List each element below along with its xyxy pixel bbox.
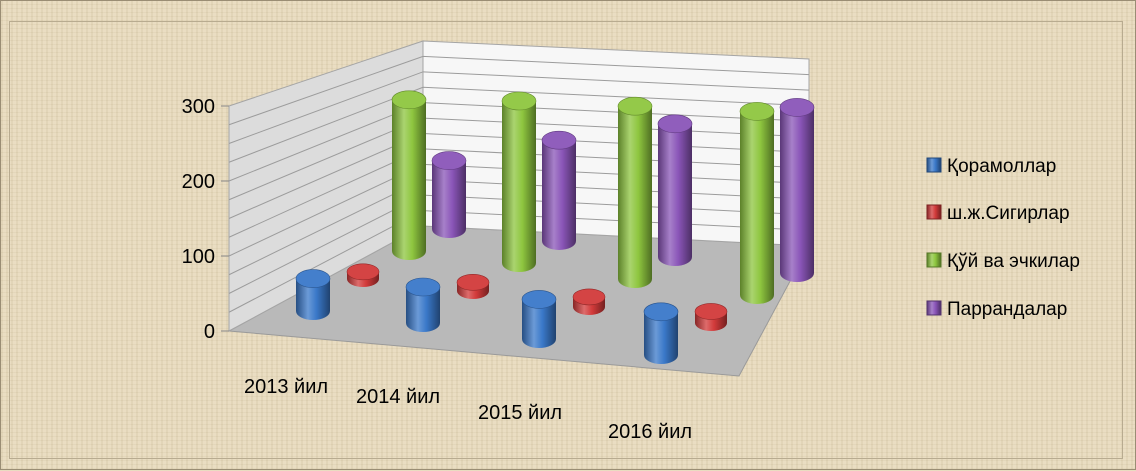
bar-top <box>431 151 467 170</box>
bar <box>521 290 557 348</box>
bar <box>501 91 537 272</box>
bar-body <box>522 299 556 348</box>
bar <box>541 130 577 250</box>
bar-top <box>346 263 380 281</box>
bar <box>391 90 427 260</box>
bar-top <box>779 98 815 117</box>
legend-swatch <box>926 252 942 268</box>
bar <box>643 302 679 364</box>
bar-top <box>391 90 427 110</box>
bar-body <box>296 278 330 320</box>
y-tick-label: 200 <box>182 171 215 193</box>
bar-top <box>405 277 441 297</box>
bar-top <box>694 303 728 320</box>
x-tick-label: 2016 йил <box>608 421 692 443</box>
x-tick-label: 2014 йил <box>356 386 440 408</box>
bar-top <box>456 274 490 291</box>
gridline <box>228 55 810 126</box>
bar-body <box>658 123 692 266</box>
bar <box>779 98 815 283</box>
legend-label: Қўй ва эчкилар <box>947 251 1080 272</box>
bar-body <box>644 311 678 364</box>
bar-top <box>541 130 577 150</box>
bar-top <box>617 96 653 116</box>
gridline <box>228 86 810 163</box>
legend-label: ш.ж.Сигирлар <box>947 203 1070 224</box>
bar-top <box>521 290 557 309</box>
legend-label: Қорамоллар <box>947 156 1056 177</box>
bar-body <box>542 140 576 250</box>
y-tick-label: 100 <box>182 246 215 268</box>
bar <box>405 277 441 332</box>
bar-body <box>740 111 774 305</box>
bar-body <box>780 107 814 283</box>
bar-body <box>502 101 536 272</box>
bar-top <box>739 102 775 121</box>
bar <box>456 274 490 299</box>
bar-top <box>572 288 606 306</box>
bar-top <box>501 91 537 111</box>
bar-body <box>406 287 440 332</box>
bar-top <box>295 269 331 288</box>
x-tick-label: 2015 йил <box>478 402 562 424</box>
bar <box>295 269 331 320</box>
bar <box>739 102 775 305</box>
bar-body <box>432 160 466 238</box>
bar <box>572 288 606 315</box>
bar-body <box>618 106 652 288</box>
legend-swatch <box>926 300 942 316</box>
bar-top <box>643 302 679 322</box>
bar <box>657 114 693 266</box>
bar-body <box>392 99 426 260</box>
legend-swatch <box>926 157 942 173</box>
bar-top <box>657 114 693 134</box>
gridline <box>228 71 810 144</box>
chart-area <box>9 21 1123 459</box>
x-tick-label: 2013 йил <box>244 376 328 398</box>
legend-swatch <box>926 204 942 220</box>
bar <box>346 263 380 287</box>
bar <box>694 303 728 331</box>
legend-label: Паррандалар <box>947 299 1067 320</box>
y-tick-label: 300 <box>182 96 215 118</box>
bar <box>617 96 653 288</box>
bar <box>431 151 467 238</box>
y-tick-label: 0 <box>204 321 215 343</box>
